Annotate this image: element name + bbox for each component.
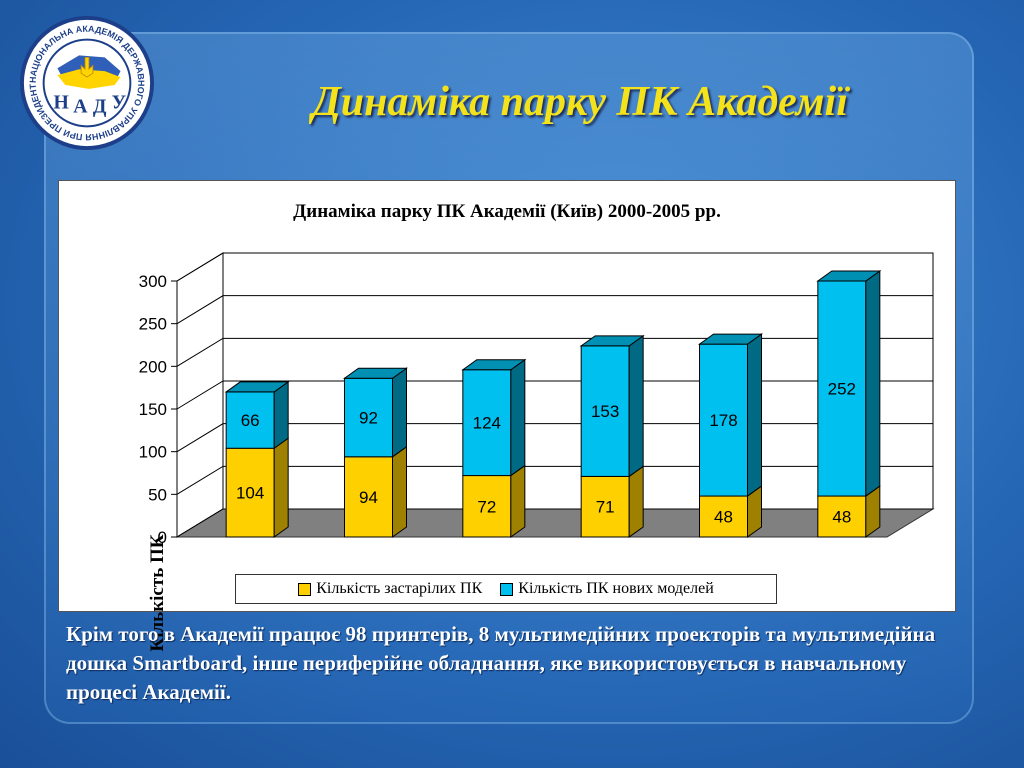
bar-top: [342, 367, 409, 379]
data-label: 124: [473, 414, 501, 433]
bar-top: [579, 335, 645, 347]
bar-side: [392, 445, 407, 538]
y-tick-label: 200: [139, 357, 167, 376]
y-tick-label: 300: [139, 272, 167, 291]
bar-side: [628, 334, 644, 478]
chart-legend: Кількість застарілих ПК Кількість ПК нов…: [235, 574, 777, 604]
bar-side: [273, 437, 289, 538]
bar-side: [628, 465, 644, 538]
gridline: [176, 423, 933, 453]
logo-letter: Н: [53, 92, 68, 114]
bar-old-2004: [699, 495, 748, 538]
data-label: 66: [241, 411, 260, 430]
data-label: 48: [714, 508, 733, 527]
bar-side: [510, 358, 526, 477]
data-label: 252: [828, 380, 856, 399]
legend-swatch-old: [298, 582, 312, 596]
gridline: [176, 337, 933, 367]
y-tick-label: 250: [139, 315, 167, 334]
data-label: 153: [591, 402, 619, 421]
data-label: 48: [832, 508, 851, 527]
gridline: [176, 252, 933, 282]
bar-side: [747, 333, 762, 498]
bar-new-2002: [462, 369, 512, 477]
y-tick-label: 50: [148, 485, 167, 504]
y-tick-label: 150: [139, 400, 167, 419]
chart-container: 0 50 100 150 200 250 300 104 66 94 92 72 124 71 153 48 1…: [58, 180, 956, 652]
bar-top: [224, 381, 290, 393]
legend-label-old: Кількість застарілих ПК: [316, 580, 483, 597]
legend-item-old: Кількість застарілих ПК: [298, 580, 482, 598]
bar-top: [697, 333, 764, 345]
data-label: 104: [236, 484, 264, 503]
bar-side: [865, 270, 881, 498]
gridline: [176, 380, 933, 410]
nadu-logo: НАЦІОНАЛЬНА АКАДЕМІЯ ДЕРЖАВНОГО УПРАВЛІН…: [18, 14, 155, 151]
logo-letter: А: [73, 96, 88, 118]
bar-chart: 0 50 100 150 200 250 300 104 66 94 92 72 124 71 153 48 1…: [139, 252, 935, 547]
bar-new-2005: [817, 280, 867, 497]
bar-old-2001: [344, 456, 393, 538]
legend-label-new: Кількість ПК нових моделей: [518, 580, 714, 597]
logo-letter: У: [112, 92, 127, 114]
bar-old-2005: [817, 495, 867, 538]
bar-side: [392, 367, 407, 458]
bar-new-2003: [580, 345, 630, 477]
bar-top: [461, 359, 527, 371]
bar-side: [273, 380, 289, 450]
legend-swatch-new: [500, 582, 514, 596]
logo-letter: Д: [93, 96, 107, 118]
data-label: 94: [359, 488, 378, 507]
gridline: [176, 295, 933, 325]
slide-title: Динаміка парку ПК Академії: [312, 79, 848, 125]
data-label: 92: [359, 409, 378, 428]
slide-body-text: Крім того в Академії працює 98 принтерів…: [66, 622, 936, 704]
bar-side: [510, 464, 526, 538]
data-label: 178: [709, 411, 737, 430]
data-label: 71: [596, 498, 615, 517]
legend-item-new: Кількість ПК нових моделей: [500, 580, 714, 598]
bar-top: [816, 270, 882, 282]
data-label: 72: [477, 497, 496, 516]
gridline: [176, 508, 933, 538]
y-tick-label: 100: [139, 443, 167, 462]
chart-title: Динаміка парку ПК Академії (Київ) 2000-2…: [293, 201, 721, 222]
gridline: [176, 465, 933, 495]
y-tick-label: 0: [158, 528, 167, 547]
bar-new-2004: [699, 343, 748, 497]
bar-old-2002: [462, 475, 512, 538]
